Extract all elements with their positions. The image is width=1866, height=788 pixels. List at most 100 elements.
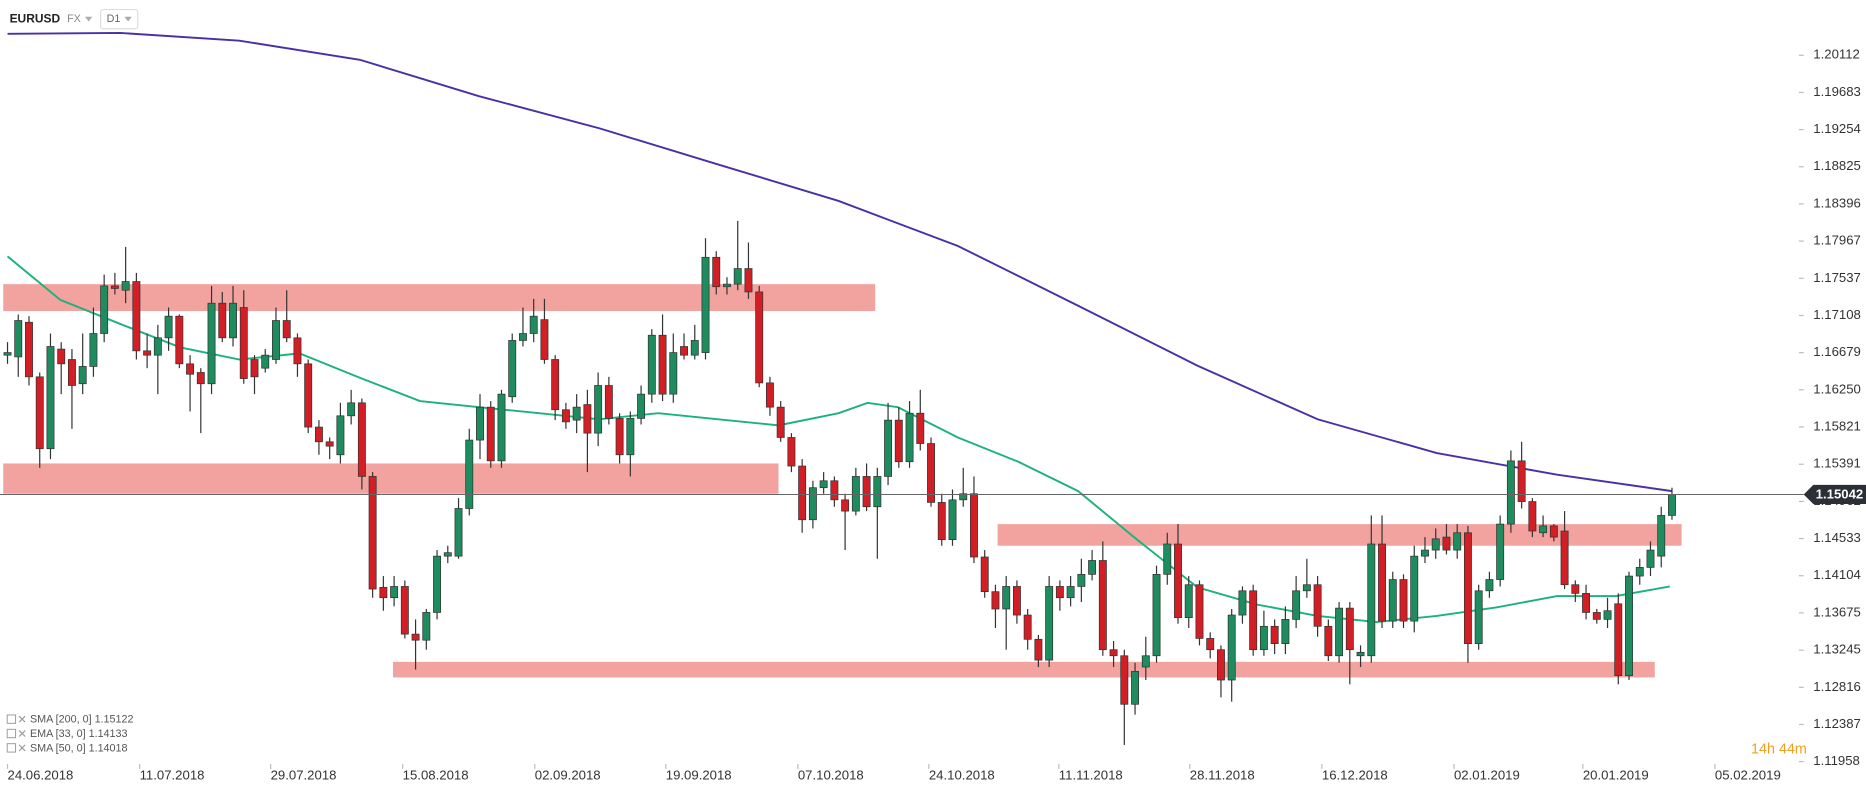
candle-body [67,359,76,386]
candle-body [1496,523,1505,580]
candle-body [1614,603,1623,677]
y-tick-label: 1.18396 [1813,195,1861,210]
candle-body [57,348,66,365]
y-tick-label: 1.12387 [1813,716,1861,731]
candle-body [465,439,474,509]
x-tick-label: 07.10.2018 [798,768,864,783]
candle-body [347,402,356,417]
candle-body [196,372,205,385]
candle-body [100,285,109,334]
candle-body [400,586,409,635]
x-tick-label: 28.11.2018 [1190,768,1255,783]
candle-body [336,415,345,456]
y-tick-label: 1.19683 [1813,84,1861,99]
candle-body [561,409,570,423]
candle-body [723,283,731,288]
candle-body [1195,584,1204,639]
candle-body [637,393,646,419]
candle-body [78,366,87,385]
candle-body [229,302,237,339]
candle-body [1249,590,1258,651]
y-tick-label: 1.15821 [1813,418,1861,433]
dropdown-arrow[interactable] [85,16,93,22]
candle-body [132,281,141,352]
candle-body [325,441,334,447]
y-tick-label: 1.13675 [1813,604,1861,619]
candle-body [293,337,302,365]
interval[interactable]: D1 [107,13,121,25]
indicator-line [7,31,1673,493]
candle-body [884,419,893,477]
candle-body [1184,584,1193,619]
candle-body [497,393,506,462]
candle-body [314,426,323,443]
y-tick-label: 1.17537 [1813,270,1861,285]
candle-body [1453,532,1462,551]
candle-body [1238,590,1247,616]
market[interactable]: FX [67,13,81,25]
candle-body [733,268,742,285]
candle-body [1109,649,1118,657]
candle-body [89,333,98,367]
candle-body [1131,670,1140,705]
candle-body [1421,549,1429,557]
candle-body [121,281,130,291]
indicator-line [6,255,1670,623]
candle-body [1163,543,1172,575]
candle-body [1120,655,1129,705]
candle-body [851,476,860,512]
candle-body [433,555,442,613]
candle-body [819,480,828,489]
candle-body [1152,573,1161,657]
zone [3,284,876,311]
candle-body [239,307,248,379]
candle-body [14,320,23,358]
candle-body [1141,655,1150,668]
candle-body [680,346,688,356]
candle-body [1012,586,1021,616]
legend-close [18,730,26,737]
legend-icon [6,743,17,753]
y-tick-label: 1.12816 [1813,679,1861,694]
candle-body [1378,543,1386,622]
candle-body [776,406,785,438]
y-tick-label: 1.20112 [1813,47,1860,62]
candle-body [1206,638,1215,651]
candle-body [1367,543,1376,657]
candle-body [25,321,33,378]
candle-body [626,418,635,456]
candle-body [1066,586,1075,599]
candle-body [508,340,517,398]
candle-body [164,315,173,339]
candle-body [894,419,903,463]
candle-body [218,302,227,339]
candle-body [690,340,699,356]
zone [3,463,779,494]
legend-icon [6,728,17,739]
candle-body [529,315,538,334]
candle-body [905,412,914,463]
candle-body [1528,501,1537,532]
x-tick-label: 11.11.2018 [1059,768,1123,783]
candle-body [1571,584,1580,594]
legend-close [18,715,26,723]
candle-body [1034,638,1043,661]
legend-entry: EMA [33, 0] 1.14133 [30,728,128,740]
interval-box[interactable] [100,8,139,30]
candle-body [1088,560,1097,575]
last-price-box [1803,484,1866,505]
candle-body [3,352,12,356]
candle-body [1431,538,1440,551]
candle-body [959,493,968,501]
candle-body [1646,549,1655,568]
legend-entry: SMA [200, 0] 1.15122 [30,714,134,726]
symbol[interactable]: EURUSD [10,11,61,25]
candle-body [873,476,882,508]
candle-body [712,256,721,288]
candle-body [1217,649,1225,681]
candle-body [1281,619,1290,644]
dropdown-arrow[interactable] [124,16,132,22]
candle-body [272,320,280,360]
candle-body [841,499,850,512]
legend-icon [6,714,17,724]
